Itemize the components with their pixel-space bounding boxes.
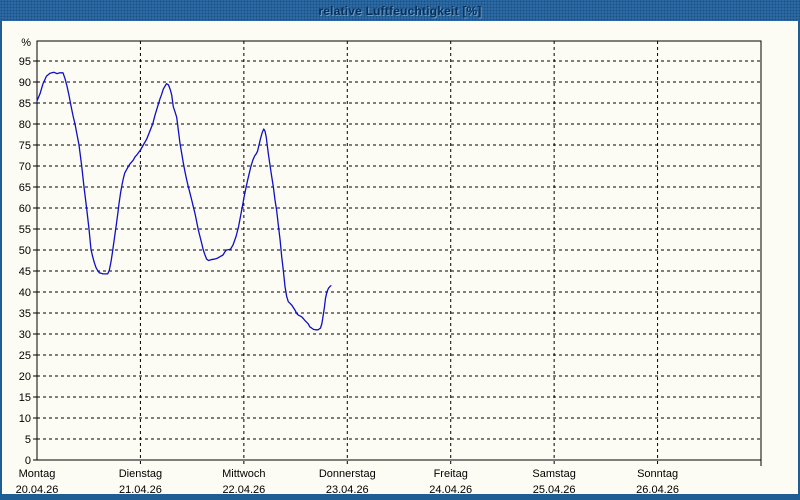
day-label: Donnerstag — [319, 468, 376, 480]
day-label: Freitag — [434, 468, 468, 480]
y-tick-label: 0 — [25, 455, 31, 467]
day-label: Montag — [19, 468, 56, 480]
day-label: Mittwoch — [222, 468, 265, 480]
day-date-label: 24.04.26 — [429, 484, 472, 496]
day-date-label: 21.04.26 — [119, 484, 162, 496]
humidity-series-line — [36, 71, 332, 331]
y-tick-label: 90 — [19, 77, 31, 89]
y-tick-label: 20 — [19, 371, 31, 383]
title-bar: relative Luftfeuchtigkeit [%] — [0, 0, 800, 21]
window-border-right — [798, 21, 800, 500]
day-date-label: 20.04.26 — [16, 484, 59, 496]
y-tick-label: 30 — [19, 329, 31, 341]
y-axis-unit-label: % — [21, 37, 31, 49]
y-tick-label: 75 — [19, 140, 31, 152]
day-date-label: 25.04.26 — [533, 484, 576, 496]
window-title: relative Luftfeuchtigkeit [%] — [318, 3, 482, 18]
y-tick-label: 95 — [19, 56, 31, 68]
y-tick-label: 65 — [19, 182, 31, 194]
day-date-label: 26.04.26 — [636, 484, 679, 496]
y-tick-label: 5 — [25, 434, 31, 446]
y-tick-label: 40 — [19, 287, 31, 299]
window-bottom-bar — [0, 494, 800, 500]
day-date-label: 22.04.26 — [222, 484, 265, 496]
plot-border — [36, 40, 762, 461]
y-tick-label: 10 — [19, 413, 31, 425]
y-tick-label: 35 — [19, 308, 31, 320]
y-tick-label: 70 — [19, 161, 31, 173]
y-tick-label: 55 — [19, 224, 31, 236]
y-tick-label: 60 — [19, 203, 31, 215]
y-tick-label: 45 — [19, 266, 31, 278]
y-tick-label: 15 — [19, 392, 31, 404]
day-label: Sonntag — [637, 468, 678, 480]
y-tick-label: 85 — [19, 98, 31, 110]
day-date-label: 23.04.26 — [326, 484, 369, 496]
window-border-left — [0, 21, 2, 500]
day-label: Dienstag — [119, 468, 162, 480]
day-label: Samstag — [532, 468, 575, 480]
y-tick-label: 50 — [19, 245, 31, 257]
y-tick-label: 25 — [19, 350, 31, 362]
y-tick-label: 80 — [19, 119, 31, 131]
